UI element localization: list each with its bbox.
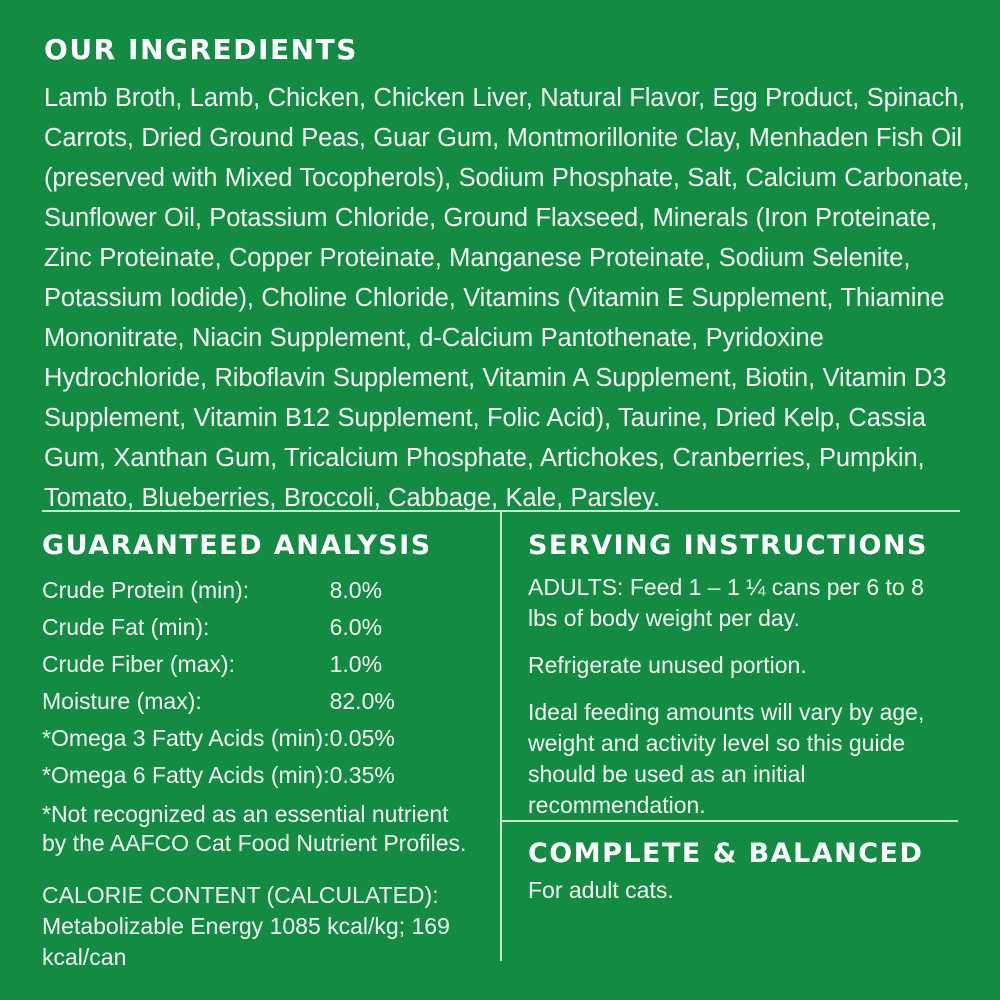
divider-horizontal-right bbox=[502, 820, 958, 822]
serving-paragraph: Refrigerate unused portion. bbox=[528, 652, 807, 678]
ingredients-text: Lamb Broth, Lamb, Chicken, Chicken Liver… bbox=[44, 84, 970, 512]
complete-and-balanced-section: COMPLETE & BALANCED For adult cats. bbox=[528, 840, 958, 905]
table-row: Crude Fat (min): 6.0% bbox=[42, 609, 395, 646]
analysis-label: Crude Protein (min): bbox=[42, 577, 250, 603]
analysis-value: 1.0% bbox=[329, 651, 383, 677]
table-row: *Omega 6 Fatty Acids (min): 0.35% bbox=[42, 757, 395, 794]
analysis-footnote: *Not recognized as an essential nutrient… bbox=[42, 800, 482, 858]
analysis-footnote-line-1: *Not recognized as an essential nutrient bbox=[42, 801, 449, 827]
guaranteed-analysis-table: Crude Protein (min): 8.0% Crude Fat (min… bbox=[42, 572, 395, 794]
analysis-label: Crude Fat (min): bbox=[42, 614, 210, 640]
divider-vertical-center bbox=[500, 511, 502, 961]
serving-paragraph: ADULTS: Feed 1 – 1 ¼ cans per 6 to 8 lbs… bbox=[528, 574, 924, 631]
analysis-value: 0.35% bbox=[329, 762, 395, 788]
complete-and-balanced-subtext: For adult cats. bbox=[528, 877, 674, 903]
ingredients-heading: OUR INGREDIENTS bbox=[44, 33, 358, 66]
guaranteed-analysis-section: GUARANTEED ANALYSIS Crude Protein (min):… bbox=[42, 532, 482, 973]
analysis-label: Moisture (max): bbox=[42, 688, 202, 714]
guaranteed-analysis-heading: GUARANTEED ANALYSIS bbox=[42, 530, 432, 561]
ingredients-section: OUR INGREDIENTS Lamb Broth, Lamb, Chicke… bbox=[44, 36, 974, 518]
calorie-content-heading: CALORIE CONTENT (CALCULATED): bbox=[42, 882, 439, 908]
calorie-content-value: Metabolizable Energy 1085 kcal/kg; 169 k… bbox=[42, 913, 450, 970]
analysis-label: *Omega 3 Fatty Acids (min): bbox=[42, 725, 330, 751]
analysis-footnote-line-2: by the AAFCO Cat Food Nutrient Profiles. bbox=[42, 830, 467, 856]
table-row: *Omega 3 Fatty Acids (min): 0.05% bbox=[42, 720, 395, 757]
calorie-content-block: CALORIE CONTENT (CALCULATED): Metaboliza… bbox=[42, 880, 482, 973]
serving-paragraph: Ideal feeding amounts will vary by age, … bbox=[528, 699, 925, 818]
analysis-value: 8.0% bbox=[329, 577, 383, 603]
serving-instructions-section: SERVING INSTRUCTIONS ADULTS: Feed 1 – 1 … bbox=[528, 532, 958, 821]
analysis-label: Crude Fiber (max): bbox=[42, 651, 235, 677]
table-row: Crude Fiber (max): 1.0% bbox=[42, 646, 395, 683]
table-row: Crude Protein (min): 8.0% bbox=[42, 572, 395, 609]
serving-instructions-heading: SERVING INSTRUCTIONS bbox=[528, 530, 928, 561]
analysis-value: 6.0% bbox=[329, 614, 383, 640]
analysis-value: 82.0% bbox=[329, 688, 395, 714]
table-row: Moisture (max): 82.0% bbox=[42, 683, 395, 720]
analysis-value: 0.05% bbox=[329, 725, 395, 751]
complete-and-balanced-heading: COMPLETE & BALANCED bbox=[528, 838, 924, 869]
analysis-label: *Omega 6 Fatty Acids (min): bbox=[42, 762, 330, 788]
